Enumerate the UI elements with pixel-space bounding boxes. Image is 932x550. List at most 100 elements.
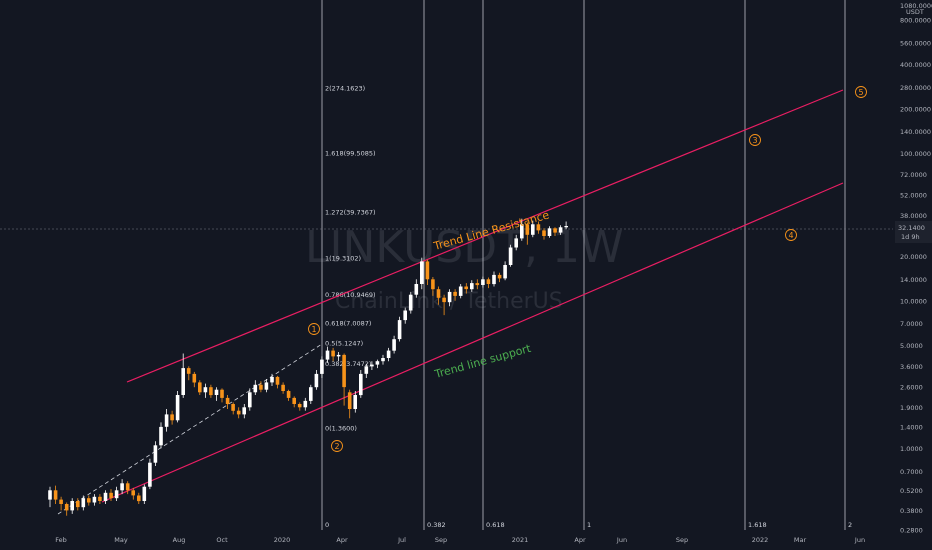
- candle-body: [492, 274, 496, 285]
- candle-body: [236, 410, 241, 415]
- price-tick-label: 800.0000: [900, 17, 931, 25]
- current-price-box: [895, 221, 932, 243]
- candle-body: [275, 376, 280, 385]
- time-tick-label: May: [114, 536, 128, 544]
- candle-body: [403, 310, 407, 321]
- candle-body: [397, 320, 402, 340]
- time-tick-label: Jul: [397, 536, 406, 544]
- candle-body: [497, 274, 502, 279]
- candle-body: [447, 291, 452, 303]
- candle-body: [442, 297, 446, 303]
- candle-body: [98, 496, 102, 501]
- candle-body: [248, 392, 252, 408]
- fib-level-label: 1.618(99.5085): [325, 150, 376, 158]
- candle-body: [59, 499, 63, 504]
- price-tick-label: 280.0000: [900, 84, 931, 92]
- candle-body: [325, 350, 330, 360]
- candle-body: [48, 490, 52, 500]
- price-tick-label: 1.9000: [900, 404, 923, 412]
- candle-body: [381, 358, 385, 362]
- candle-body: [314, 373, 319, 388]
- candle-body: [420, 261, 424, 284]
- price-tick-label: 20.0000: [900, 253, 927, 261]
- wave-number: 5: [858, 88, 863, 97]
- fib-level-label: 1(19.3102): [325, 255, 361, 263]
- current-price-countdown: 1d 9h: [901, 233, 920, 241]
- price-tick-label: 0.5200: [900, 487, 923, 495]
- candle-body: [331, 350, 335, 357]
- price-tick-label: 100.0000: [900, 150, 931, 158]
- price-tick-label: 0.2800: [900, 527, 923, 535]
- time-fib-label: 0.618: [486, 521, 505, 529]
- time-fib-label: 1.618: [748, 521, 767, 529]
- current-price-value: 32.1400: [898, 224, 925, 232]
- candle-body: [286, 391, 291, 398]
- trend-channel[interactable]: [57, 89, 844, 515]
- price-axis[interactable]: 1080.0000 USDT 800.0000 560.0000 400.0000 2…: [893, 0, 932, 535]
- candle-body: [414, 284, 419, 295]
- candle-body: [503, 265, 507, 279]
- wave-number: 4: [788, 231, 793, 240]
- candle-body: [542, 230, 546, 236]
- price-axis-bg: [893, 0, 932, 530]
- candle-body: [303, 400, 308, 408]
- time-tick-label: Sep: [435, 536, 447, 544]
- candle-body: [353, 395, 357, 409]
- candle-body: [386, 350, 391, 358]
- swing-line: [57, 343, 323, 515]
- candle-body: [109, 492, 113, 499]
- fib-level-label: 0(1.3600): [325, 425, 357, 433]
- candle-body: [81, 498, 86, 508]
- candle-body: [170, 414, 174, 421]
- candle-body: [175, 395, 180, 421]
- candle-body: [564, 226, 568, 228]
- candle-body: [336, 354, 341, 357]
- wave-number: 1: [311, 325, 316, 334]
- watermark-symbol: LINKUSDT, 1W: [305, 222, 623, 273]
- candle-body: [392, 339, 396, 351]
- candle-body: [159, 426, 163, 446]
- candle-body: [137, 495, 141, 502]
- candle-body: [225, 397, 230, 404]
- candle-body: [103, 492, 108, 501]
- candle-body: [76, 501, 80, 508]
- fib-level-label: 0.5(5.1247): [325, 340, 363, 348]
- candle-body: [514, 238, 518, 248]
- candle-body: [342, 354, 346, 388]
- price-tick-label: 14.0000: [900, 276, 927, 284]
- price-tick-label: 200.0000: [900, 105, 931, 113]
- candle-body: [203, 387, 208, 393]
- time-fib-lines: 0 0.382 0.618 1 1.618 2: [321, 0, 852, 530]
- time-fib-label: 1: [587, 521, 591, 529]
- candle-body: [125, 483, 130, 491]
- price-tick-label: 5.0000: [900, 342, 923, 350]
- candle-body: [453, 291, 457, 296]
- candle-body: [198, 382, 202, 393]
- candle-body: [425, 261, 430, 280]
- price-tick-label: 10.0000: [900, 297, 927, 305]
- candle-body: [464, 286, 468, 290]
- price-tick-label: 52.0000: [900, 192, 927, 200]
- candle-body: [364, 366, 369, 374]
- wave-number: 3: [752, 136, 757, 145]
- wave-marker: [308, 323, 320, 335]
- candle-body: [547, 228, 552, 236]
- candle-body: [148, 462, 152, 487]
- candle-body: [558, 227, 563, 233]
- resistance-line: [126, 89, 844, 383]
- candle-body: [53, 490, 58, 500]
- time-tick-label: 2021: [512, 536, 529, 544]
- time-tick-label: Aug: [173, 536, 186, 544]
- candle-body: [525, 224, 530, 235]
- candle-body: [270, 376, 274, 383]
- time-tick-label: Mar: [794, 536, 807, 544]
- candle-body: [114, 490, 119, 499]
- price-tick-label: 0.3800: [900, 507, 923, 515]
- time-axis[interactable]: Feb May Aug Oct 2020 Apr Jul Sep 2021 Apr Jun Sep 20…: [55, 536, 865, 544]
- candle-body: [531, 224, 535, 235]
- price-tick-label: 400.0000: [900, 61, 931, 69]
- price-tick-label: 140.0000: [900, 128, 931, 136]
- candle-body: [475, 283, 480, 286]
